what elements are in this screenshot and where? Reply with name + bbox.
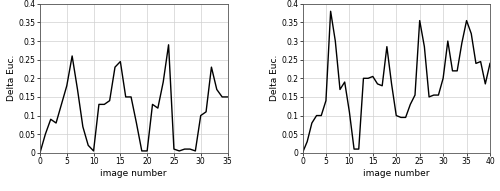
Y-axis label: Delta Euc.: Delta Euc.: [270, 55, 278, 101]
Y-axis label: Delta Euc.: Delta Euc.: [7, 55, 16, 101]
X-axis label: image number: image number: [363, 169, 430, 178]
X-axis label: image number: image number: [100, 169, 167, 178]
